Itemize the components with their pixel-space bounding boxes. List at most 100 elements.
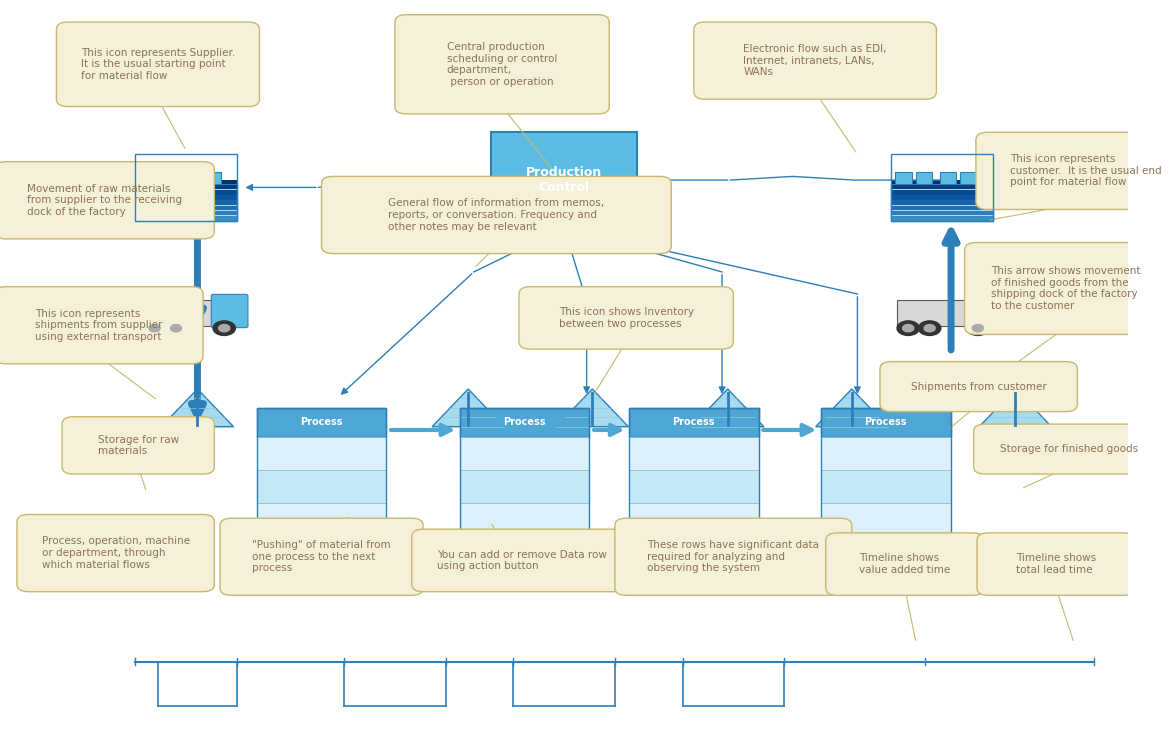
FancyBboxPatch shape [490,132,638,228]
FancyBboxPatch shape [976,132,1170,209]
FancyBboxPatch shape [629,470,758,503]
Text: This icon shows Inventory
between two processes: This icon shows Inventory between two pr… [558,307,694,329]
Text: Timeline shows
value added time: Timeline shows value added time [859,553,950,575]
FancyBboxPatch shape [256,408,386,437]
Circle shape [966,321,989,335]
FancyBboxPatch shape [821,408,950,437]
Bar [892,196,993,200]
FancyBboxPatch shape [460,503,590,537]
Circle shape [144,321,166,335]
Polygon shape [556,389,628,426]
FancyBboxPatch shape [220,518,424,595]
FancyBboxPatch shape [256,437,386,470]
Bar [892,154,993,220]
FancyBboxPatch shape [961,172,977,184]
FancyBboxPatch shape [897,300,968,326]
Polygon shape [815,389,888,426]
FancyBboxPatch shape [16,514,214,592]
FancyBboxPatch shape [139,172,156,184]
Bar [136,154,236,220]
Text: This arrow shows movement
of finished goods from the
shipping dock of the factor: This arrow shows movement of finished go… [991,266,1141,311]
Bar [136,179,236,184]
FancyBboxPatch shape [973,424,1165,474]
FancyBboxPatch shape [256,470,386,503]
Text: Process: Process [301,417,343,428]
Bar [892,190,993,195]
Bar [136,206,236,210]
Bar [136,201,236,205]
FancyBboxPatch shape [615,518,852,595]
Text: Process: Process [865,417,907,428]
FancyBboxPatch shape [519,287,734,349]
Circle shape [972,325,984,331]
Circle shape [213,321,235,335]
FancyBboxPatch shape [460,537,590,570]
Circle shape [149,325,160,331]
FancyBboxPatch shape [940,172,956,184]
FancyBboxPatch shape [460,470,590,503]
Bar [892,216,993,220]
Bar [136,190,236,195]
FancyBboxPatch shape [629,408,758,437]
FancyBboxPatch shape [205,172,221,184]
Text: This icon represents Supplier.
It is the usual starting point
for material flow: This icon represents Supplier. It is the… [81,48,235,81]
Circle shape [165,321,187,335]
Text: Movement of raw materials
from supplier to the receiving
dock of the factory: Movement of raw materials from supplier … [27,184,181,217]
FancyBboxPatch shape [826,533,984,595]
Circle shape [219,325,229,331]
FancyBboxPatch shape [394,15,610,114]
Bar [136,216,236,220]
Bar [136,211,236,215]
Bar [892,211,993,215]
FancyBboxPatch shape [821,437,950,470]
FancyBboxPatch shape [821,470,950,503]
Bar [136,196,236,200]
Text: Storage for raw
materials: Storage for raw materials [97,434,179,456]
FancyBboxPatch shape [892,184,993,220]
Text: You can add or remove Data row
using action button: You can add or remove Data row using act… [436,550,607,571]
Text: Production
Control: Production Control [526,166,603,194]
Text: These rows have significant data
required for analyzing and
observing the system: These rows have significant data require… [647,540,819,573]
FancyBboxPatch shape [212,295,248,328]
FancyBboxPatch shape [62,417,214,474]
Bar [892,201,993,205]
Text: Shipments from customer: Shipments from customer [910,381,1047,392]
Polygon shape [691,389,764,426]
FancyBboxPatch shape [821,537,950,570]
FancyBboxPatch shape [460,437,590,470]
Text: Process: Process [503,417,546,428]
FancyBboxPatch shape [412,529,632,592]
Circle shape [897,321,920,335]
Bar [892,179,993,184]
Bar [892,184,993,190]
Text: This icon represents
shipments from supplier
using external transport: This icon represents shipments from supp… [35,309,163,342]
Circle shape [924,325,935,331]
FancyBboxPatch shape [160,172,176,184]
Text: Central production
scheduling or control
department,
 person or operation: Central production scheduling or control… [447,42,557,87]
Text: Timeline shows
total lead time: Timeline shows total lead time [1016,553,1096,575]
FancyBboxPatch shape [256,503,386,537]
FancyBboxPatch shape [821,503,950,537]
FancyBboxPatch shape [56,22,260,107]
FancyBboxPatch shape [0,162,214,239]
Bar [892,206,993,210]
FancyBboxPatch shape [895,172,911,184]
FancyBboxPatch shape [0,287,204,364]
Text: Process: Process [673,417,715,428]
FancyBboxPatch shape [144,300,213,326]
Circle shape [171,325,181,331]
FancyBboxPatch shape [629,537,758,570]
FancyBboxPatch shape [629,503,758,537]
FancyBboxPatch shape [256,537,386,570]
FancyBboxPatch shape [880,362,1078,412]
FancyBboxPatch shape [629,437,758,470]
FancyBboxPatch shape [322,176,672,254]
Polygon shape [979,389,1052,426]
Text: Electronic flow such as EDI,
Internet, intranets, LANs,
WANs: Electronic flow such as EDI, Internet, i… [743,44,887,77]
FancyBboxPatch shape [694,22,936,99]
FancyBboxPatch shape [184,172,200,184]
Circle shape [902,325,914,331]
Circle shape [918,321,941,335]
Text: This icon represents
customer.  It is the usual end
point for material flow: This icon represents customer. It is the… [1010,154,1162,187]
Bar [136,184,236,190]
